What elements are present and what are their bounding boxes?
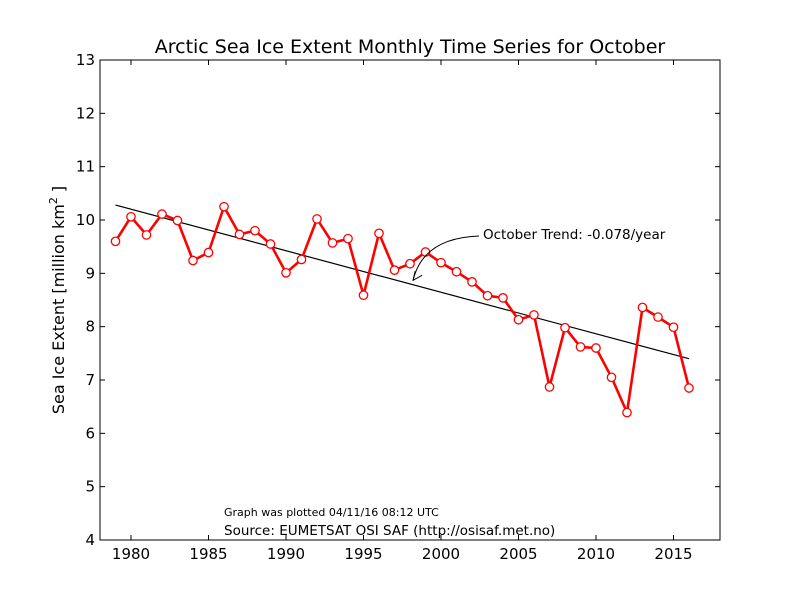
x-tick-label: 1985 [189,545,227,563]
data-point-marker [234,229,245,240]
y-axis-label-end: ] [49,186,68,197]
data-point-marker [172,215,183,226]
y-tick-label: 9 [85,264,95,282]
y-axis-label-superscript: 2 [47,197,60,204]
data-point-marker [250,225,260,236]
data-point-marker [606,372,617,383]
chart-title: Arctic Sea Ice Extent Monthly Time Serie… [155,36,666,58]
data-point-marker [668,322,679,333]
data-point-marker [575,342,586,352]
data-point-marker [281,267,291,278]
data-point-marker [188,255,198,266]
x-tick-label: 1995 [344,545,382,563]
plot-area-frame [99,59,721,541]
data-point-marker [327,238,338,248]
x-tick-label: 2000 [422,545,460,563]
data-point-marker [684,383,694,393]
data-point-marker [436,257,446,268]
data-point-marker [513,314,524,325]
data-point-marker [560,322,570,333]
y-axis-label: Sea Ice Extent [million km2 ] [47,186,68,414]
data-point-marker [451,266,462,277]
data-point-marker [591,343,601,353]
source-credit: Source: EUMETSAT OSI SAF (http://osisaf.… [224,523,555,539]
data-point-marker [126,211,136,222]
y-tick-label: 11 [76,158,95,176]
data-point-marker [653,312,663,322]
y-tick-label: 4 [85,531,95,549]
data-point-marker [296,254,307,265]
y-tick-label: 8 [85,318,95,336]
x-axis-ticks: 1980 1985 1990 1995 2000 2005 2010 2015 [112,60,693,563]
data-point-marker [405,258,415,269]
data-point-marker [141,230,152,240]
y-tick-label: 5 [85,478,95,496]
x-tick-label: 2005 [499,545,537,563]
data-point-marker [343,233,353,244]
x-tick-label: 1980 [112,545,150,563]
y-tick-label: 13 [76,51,95,69]
y-axis-label-main: Sea Ice Extent [million km [49,204,68,414]
trend-annotation-text: October Trend: -0.078/year [483,227,666,243]
x-tick-label: 2015 [654,545,692,563]
data-point-marker [358,290,369,301]
annotation-arrow [412,235,480,281]
y-tick-label: 12 [76,104,95,122]
data-point-marker [110,236,121,247]
data-markers [110,201,694,418]
y-tick-label: 10 [76,211,95,229]
data-point-marker [622,407,632,418]
data-point-marker [157,209,167,219]
data-point-marker [420,247,431,257]
data-point-marker [389,265,400,275]
plotted-timestamp: Graph was plotted 04/11/16 08:12 UTC [224,506,439,519]
x-tick-label: 2010 [577,545,615,563]
data-point-marker [374,228,384,239]
data-point-marker [637,302,648,313]
x-tick-label: 1990 [267,545,305,563]
data-point-marker [219,201,229,212]
data-point-marker [312,214,322,224]
data-point-marker [482,290,493,301]
data-point-marker [498,293,508,303]
data-point-marker [203,247,214,258]
trend-line [115,204,690,360]
data-point-marker [544,382,555,392]
y-tick-label: 6 [85,424,95,442]
data-point-marker [467,277,477,287]
y-tick-label: 7 [85,371,95,389]
y-axis-ticks: 4 5 6 7 8 9 10 11 12 13 [76,51,720,549]
data-point-marker [529,310,539,320]
annotation-arrowhead-icon [412,271,423,282]
trend-annotation: October Trend: -0.078/year [412,227,666,282]
data-point-marker [265,239,276,249]
